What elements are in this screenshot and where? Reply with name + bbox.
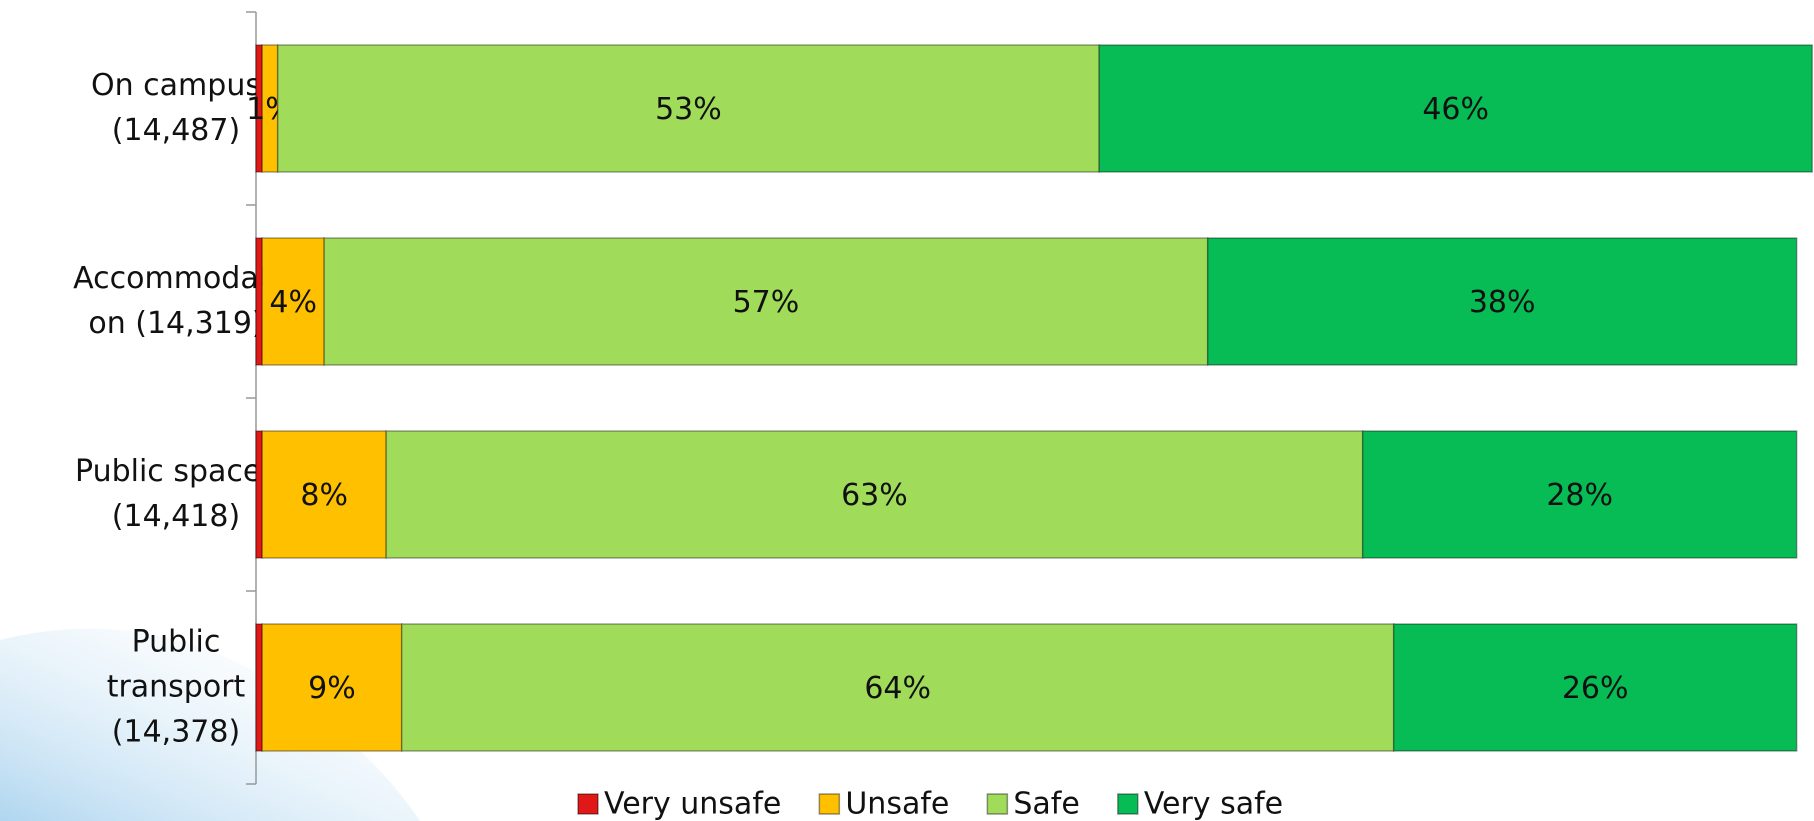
bar-segment [255,623,263,752]
legend-swatch [577,793,599,815]
y-tick-label-line: Accommodati [73,261,279,296]
data-label: 26% [1562,671,1629,706]
legend-swatch [1117,793,1139,815]
data-label: 53% [655,92,722,127]
y-tick-label: Public spaces (14,418) [75,454,277,534]
data-label: 57% [733,285,800,320]
y-tick-label-line: (14,487) [112,113,240,148]
y-tick-label-line: (14,378) [112,714,240,749]
data-label: 28% [1546,478,1613,513]
y-tick-label-line: transport [107,669,246,704]
bar-segment [261,623,403,752]
bar-segment [323,237,1209,366]
data-label: 63% [841,478,908,513]
legend-label: Unsafe [845,787,949,821]
y-tick-label-line: Public spaces [75,454,277,489]
y-tick-label: Public transport (14,378) [107,624,246,749]
data-label: 8% [300,478,348,513]
data-label: 64% [864,671,931,706]
bar-segment [1361,430,1798,559]
data-label: 38% [1469,285,1536,320]
bar-segment [255,237,263,366]
bar-segment [1392,623,1798,752]
legend-label: Safe [1013,787,1079,821]
bar-segment [400,623,1395,752]
bar-segment [255,430,263,559]
bar-segment [1098,44,1813,173]
y-tick-label-line: Public [132,624,221,659]
data-label: 9% [308,671,356,706]
y-tick-label: Accommodati on (14,319) [73,261,279,341]
data-label: 46% [1422,92,1489,127]
y-tick-label: On campus (14,487) [91,68,261,148]
legend-label: Very unsafe [604,787,781,821]
y-tick-label-line: (14,418) [112,499,240,534]
legend-swatch [818,793,841,815]
legend-label: Very safe [1144,787,1283,821]
bar-segment [385,430,1364,559]
background-decoration [0,628,420,821]
y-tick-label-line: On campus [91,68,261,103]
bar-segment [276,44,1100,173]
legend-swatch [986,793,1009,815]
data-label: 4% [269,285,317,320]
bar-segment [261,430,387,559]
bar-segment [1206,237,1798,366]
bar-segment [261,237,325,366]
y-tick-label-line: on (14,319) [88,306,263,341]
